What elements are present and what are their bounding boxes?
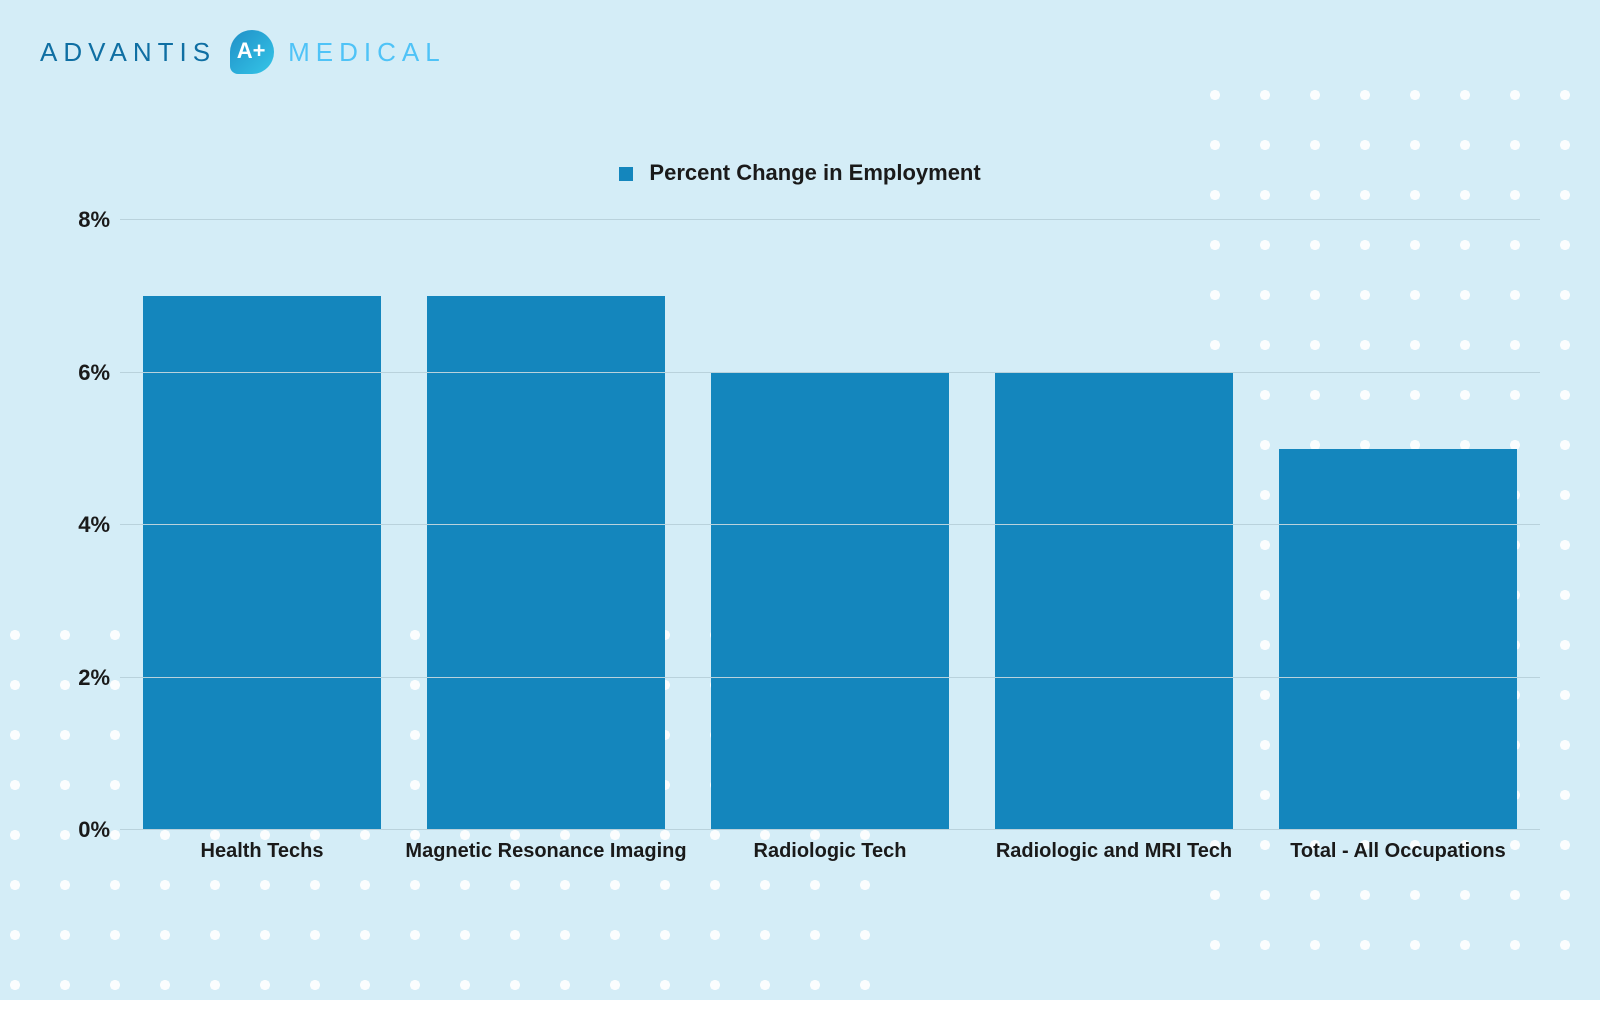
gridline — [120, 219, 1540, 220]
bar-slot — [1256, 220, 1540, 830]
logo-word-medical: MEDICAL — [288, 37, 446, 68]
gridline — [120, 524, 1540, 525]
legend-label: Percent Change in Employment — [649, 160, 980, 185]
y-tick-label: 4% — [60, 512, 110, 538]
bar — [427, 296, 666, 830]
bar-slot — [972, 220, 1256, 830]
gridline — [120, 677, 1540, 678]
gridline — [120, 372, 1540, 373]
y-tick-label: 2% — [60, 665, 110, 691]
y-tick-label: 0% — [60, 817, 110, 843]
brand-logo: ADVANTIS A+ MEDICAL — [40, 30, 446, 74]
x-tick-label: Radiologic and MRI Tech — [972, 830, 1256, 870]
bar-slot — [120, 220, 404, 830]
x-axis-labels: Health TechsMagnetic Resonance ImagingRa… — [120, 830, 1540, 870]
x-tick-label: Health Techs — [120, 830, 404, 870]
plot-area: 0%2%4%6%8% — [120, 220, 1540, 830]
bar — [711, 373, 950, 831]
bar-slot — [688, 220, 972, 830]
y-tick-label: 8% — [60, 207, 110, 233]
bars-container — [120, 220, 1540, 830]
legend-swatch-icon — [619, 167, 633, 181]
bar — [995, 373, 1234, 831]
bar-slot — [404, 220, 688, 830]
chart-legend: Percent Change in Employment — [60, 160, 1540, 186]
bar — [1279, 449, 1518, 830]
logo-word-advantis: ADVANTIS — [40, 37, 216, 68]
logo-mark-icon: A+ — [230, 30, 274, 74]
y-tick-label: 6% — [60, 360, 110, 386]
x-tick-label: Total - All Occupations — [1256, 830, 1540, 870]
bar — [143, 296, 382, 830]
x-tick-label: Magnetic Resonance Imaging — [404, 830, 688, 870]
bar-chart: Percent Change in Employment 0%2%4%6%8% … — [60, 190, 1540, 870]
x-tick-label: Radiologic Tech — [688, 830, 972, 870]
